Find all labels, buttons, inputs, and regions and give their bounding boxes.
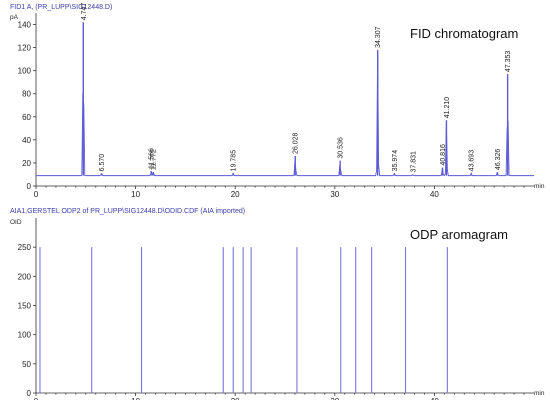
odp-ytick-label: 100	[18, 331, 32, 340]
fid-xtick-label: 10	[131, 190, 140, 199]
fid-xtick-label: 40	[430, 190, 439, 199]
fid-xtick-label: 0	[34, 190, 39, 199]
fid-peak-label: 35.974	[392, 150, 399, 172]
fid-title: FID chromatogram	[410, 26, 518, 41]
fid-peak-label: 37.831	[410, 151, 417, 173]
fid-ytick-label: 80	[22, 90, 31, 99]
fid-peak-label: 19.785	[231, 150, 238, 172]
fid-peak-label: 4.747	[81, 3, 88, 21]
odp-events	[39, 247, 448, 393]
odp-ticks: 0 50 100 150 200 250 0 10 20 30 40	[18, 243, 525, 400]
odp-ytick-label: 50	[22, 360, 31, 369]
odp-xtick-label: 20	[231, 397, 240, 400]
odp-xtick-label: 10	[131, 397, 140, 400]
odp-header: AIA1,GERSTEL ODP2 of PR_LUPP\SIG12448.D\…	[10, 208, 245, 215]
odp-xtick-label: 0	[34, 397, 39, 400]
fid-peak-label: 11.566	[149, 148, 156, 169]
fid-ytick-label: 20	[22, 159, 31, 168]
fid-header: FID1 A, (PR_LUPP\SIG12448.D)	[10, 4, 112, 11]
odp-xlabel: min	[534, 390, 545, 397]
fid-ticks: 0 20 40 60 80 100 120 140 0 10 20 30 40	[18, 21, 525, 199]
fid-xtick-label: 20	[231, 190, 240, 199]
fid-peak-label: 6.570	[99, 154, 106, 172]
fid-peak-label: 34.307	[375, 26, 382, 48]
fid-peak-label: 11.772	[151, 149, 158, 170]
odp-panel: AIA1,GERSTEL ODP2 of PR_LUPP\SIG12448.D\…	[10, 208, 545, 400]
fid-panel: FID1 A, (PR_LUPP\SIG12448.D) pA FID chro…	[10, 3, 545, 199]
fid-peak-label: 46.326	[495, 149, 502, 171]
fid-peak-label: 41.210	[444, 97, 451, 119]
odp-ylabel: OID	[10, 219, 22, 226]
fid-trace	[36, 51, 534, 177]
odp-ytick-label: 200	[18, 272, 32, 281]
odp-xtick-label: 30	[330, 397, 339, 400]
fid-peak-label: 47.353	[505, 51, 512, 73]
fid-peak-label: 40.816	[440, 144, 447, 166]
fid-ytick-label: 140	[18, 21, 32, 30]
fid-ylabel: pA	[10, 14, 19, 21]
fid-ytick-label: 60	[22, 113, 31, 122]
fid-peak-label: 26.028	[293, 132, 300, 154]
fid-peak-label: 43.693	[469, 150, 476, 172]
odp-ytick-label: 250	[18, 243, 32, 252]
odp-ytick-label: 150	[18, 302, 32, 311]
odp-title: ODP aromagram	[410, 227, 508, 242]
fid-peak-label: 30.536	[338, 137, 345, 159]
fid-ytick-label: 40	[22, 136, 31, 145]
fid-ytick-label: 0	[27, 182, 32, 191]
odp-ytick-label: 0	[27, 389, 32, 398]
fid-xlabel: min	[534, 183, 545, 190]
fid-ytick-label: 100	[18, 67, 32, 76]
odp-xtick-label: 40	[430, 397, 439, 400]
fid-ytick-label: 120	[18, 44, 32, 53]
fid-xtick-label: 30	[330, 190, 339, 199]
